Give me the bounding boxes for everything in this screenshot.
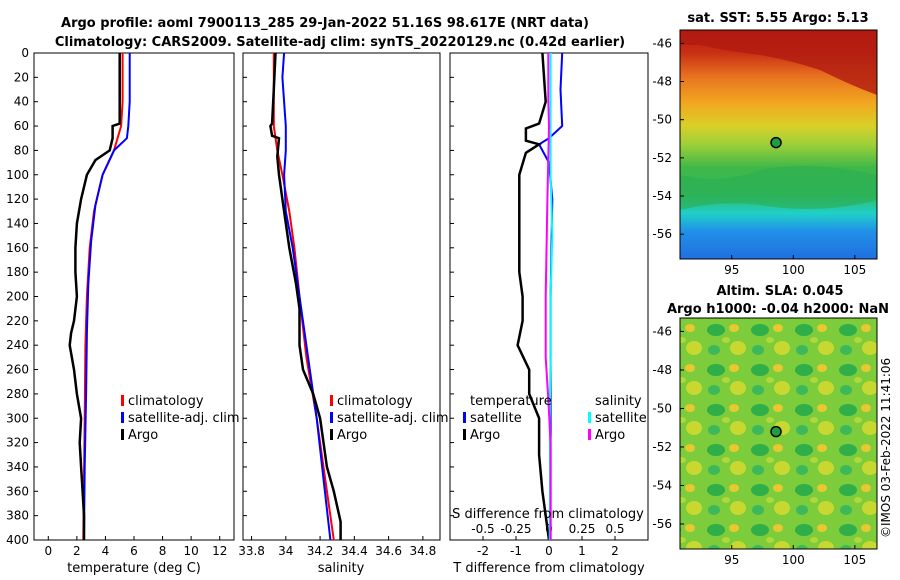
sst-y-tick-label: -46 (652, 36, 672, 50)
sla-y-tick-label: -46 (652, 324, 672, 338)
sst-y-tick-label: -50 (652, 113, 672, 127)
series-line-satellite-adj-clim (281, 52, 332, 541)
y-tick-label: 260 (6, 363, 29, 377)
y-tick-label: 60 (14, 119, 29, 133)
legend-temperature-header: temperature (470, 394, 552, 409)
x-tick-label: 2 (611, 544, 619, 558)
y-tick-label: 380 (6, 509, 29, 523)
y-tick-label: 340 (6, 460, 29, 474)
legend-s-satellite: satellite (595, 411, 647, 426)
sla-y-tick-label: -54 (652, 478, 672, 492)
y-tick-label: 200 (6, 290, 29, 304)
y-tick-label: 160 (6, 241, 29, 255)
y-tick-label: 320 (6, 436, 29, 450)
sst-x-tick-label: 105 (843, 263, 866, 277)
difference-legend: temperature satellite Argo salinity sate… (463, 394, 647, 443)
sla-map-title2: Argo h1000: -0.04 h2000: NaN (667, 302, 889, 317)
salinity-xlabel: salinity (318, 561, 365, 576)
timestamp: ©IMOS 03-Feb-2022 11:41:06 (879, 358, 893, 538)
x-tick-label: 4 (102, 544, 110, 558)
series-line-t-argo (516, 52, 551, 541)
series-line-s-argo (544, 53, 552, 540)
figure-title-line1: Argo profile: aoml 7900113_285 29-Jan-20… (61, 16, 589, 31)
top-tick-label: -0.5 (471, 522, 494, 536)
y-tick-label: 240 (6, 338, 29, 352)
y-tick-label: 100 (6, 168, 29, 182)
series-line-climatology (82, 53, 124, 541)
legend-climatology: climatology (128, 394, 204, 409)
y-tick-label: 0 (21, 46, 29, 60)
sst-y-tick-label: -52 (652, 151, 672, 165)
salinity-panel (242, 52, 441, 541)
legend-argo: Argo (337, 428, 367, 443)
temperature-panel (33, 52, 235, 541)
x-tick-label: 10 (184, 544, 199, 558)
legend-t-satellite: satellite (470, 411, 522, 426)
x-tick-label: 0 (44, 544, 52, 558)
legend-s-argo: Argo (595, 428, 625, 443)
sst-x-tick-label: 100 (782, 263, 805, 277)
sla-x-tick-label: 95 (724, 553, 739, 567)
y-tick-label: 300 (6, 411, 29, 425)
x-tick-label: -1 (510, 544, 522, 558)
sla-x-tick-label: 100 (782, 553, 805, 567)
y-tick-label: 220 (6, 314, 29, 328)
y-tick-label: 400 (6, 533, 29, 547)
x-tick-label: 2 (73, 544, 81, 558)
temperature-legend: climatology satellite-adj. clim Argo (121, 394, 240, 443)
sla-argo-marker (770, 425, 782, 438)
y-tick-label: 20 (14, 70, 29, 84)
top-tick-label: -0.25 (500, 522, 531, 536)
x-tick-label: 12 (212, 544, 227, 558)
y-tick-label: 120 (6, 192, 29, 206)
sla-y-tick-label: -56 (652, 517, 672, 531)
sst-x-tick-label: 95 (724, 263, 739, 277)
sla-y-tick-label: -48 (652, 363, 672, 377)
x-tick-label: -2 (477, 544, 489, 558)
y-tick-label: 140 (6, 216, 29, 230)
sla-map-title1: Altim. SLA: 0.045 (717, 284, 844, 299)
x-tick-label: 34 (278, 544, 293, 558)
t-difference-xlabel: T difference from climatology (452, 561, 645, 576)
s-difference-top-label: S difference from climatology (452, 507, 644, 522)
x-tick-label: 33.8 (238, 544, 265, 558)
y-tick-label: 180 (6, 265, 29, 279)
x-tick-label: 34.6 (375, 544, 402, 558)
x-tick-label: 34.8 (410, 544, 437, 558)
sst-y-tick-label: -56 (652, 227, 672, 241)
legend-salinity-header: salinity (595, 394, 642, 409)
top-tick-label: 0.5 (605, 522, 624, 536)
y-tick-label: 280 (6, 387, 29, 401)
salinity-legend: climatology satellite-adj. clim Argo (330, 394, 449, 443)
x-tick-label: 1 (578, 544, 586, 558)
legend-t-argo: Argo (470, 428, 500, 443)
series-line-argo (68, 53, 121, 540)
top-tick-label: 0.25 (569, 522, 596, 536)
sst-map-title: sat. SST: 5.55 Argo: 5.13 (687, 11, 868, 26)
series-line-satellite-adj-clim (83, 53, 131, 541)
y-tick-label: 80 (14, 143, 29, 157)
legend-satellite-clim: satellite-adj. clim (337, 411, 449, 426)
series-line-climatology (272, 53, 335, 541)
sst-y-tick-label: -54 (652, 189, 672, 203)
x-tick-label: 6 (130, 544, 138, 558)
x-tick-label: 8 (159, 544, 167, 558)
sst-y-tick-label: -48 (652, 75, 672, 89)
series-line-argo (269, 52, 342, 540)
sla-y-tick-label: -50 (652, 401, 672, 415)
figure-title-line2: Climatology: CARS2009. Satellite-adj cli… (55, 35, 625, 50)
legend-argo: Argo (128, 428, 158, 443)
sst-argo-marker (770, 136, 782, 149)
legend-climatology: climatology (337, 394, 413, 409)
x-tick-label: 34.4 (341, 544, 368, 558)
sla-x-tick-label: 105 (843, 553, 866, 567)
x-tick-label: 34.2 (307, 544, 334, 558)
legend-satellite-clim: satellite-adj. clim (128, 411, 240, 426)
temperature-xlabel: temperature (deg C) (67, 561, 201, 576)
y-tick-label: 360 (6, 484, 29, 498)
x-tick-label: 0 (545, 544, 553, 558)
sla-y-tick-label: -52 (652, 440, 672, 454)
y-tick-label: 40 (14, 95, 29, 109)
